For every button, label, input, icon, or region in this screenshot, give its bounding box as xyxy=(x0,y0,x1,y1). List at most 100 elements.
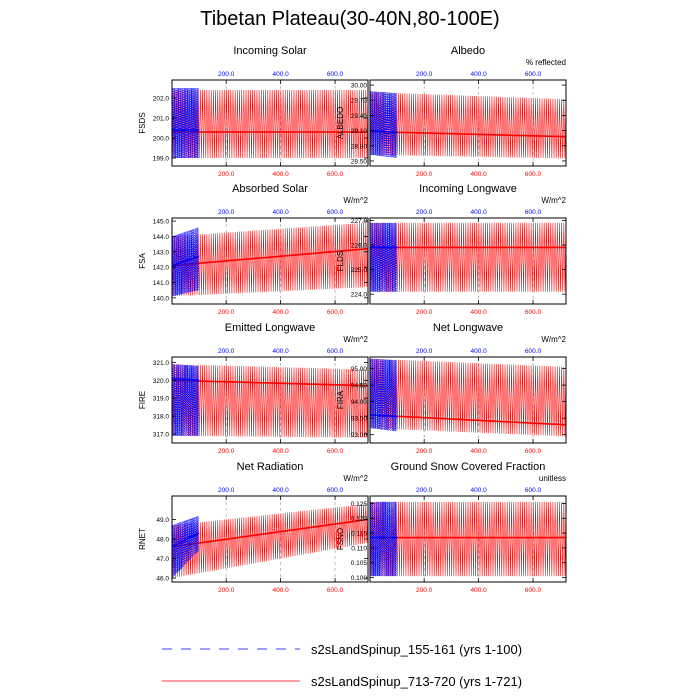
series-mean-line xyxy=(369,130,567,138)
series-line xyxy=(171,503,369,578)
legend-label: s2sLandSpinup_713-720 (yrs 1-721) xyxy=(311,674,522,689)
y-tick-label: 320.0 xyxy=(153,378,170,385)
y-tick-label: 226.0 xyxy=(351,243,368,250)
y-tick-label: 200.0 xyxy=(153,136,170,143)
series-mean-line xyxy=(171,532,200,548)
y-tick-label: 0.110 xyxy=(351,545,367,552)
plot-frame xyxy=(369,217,567,305)
units-label: W/m^2 xyxy=(541,196,566,205)
y-tick-label: 0.105 xyxy=(351,560,368,567)
plot-frame xyxy=(171,356,369,444)
y-tick-label: 141.0 xyxy=(153,280,170,287)
plot-frame xyxy=(369,495,567,583)
units-label: W/m^2 xyxy=(343,196,368,205)
y-tick-label: 93.00 xyxy=(351,432,368,439)
y-tick-label: 29.70 xyxy=(351,98,368,105)
top-tick-label: 400.0 xyxy=(470,348,487,355)
top-tick-label: 200.0 xyxy=(218,348,235,355)
y-tick-label: 94.50 xyxy=(351,383,368,390)
chart-panel: Net Radiation W/m^2 RNET 46.0 47.0 48.0 49.0 20… xyxy=(138,461,369,594)
y-tick-label: 0.115 xyxy=(351,531,367,538)
y-tick-label: 0.100 xyxy=(351,575,368,582)
y-tick-label: 46.0 xyxy=(156,576,169,583)
series-line xyxy=(369,501,397,577)
bottom-tick-label: 400.0 xyxy=(272,309,289,316)
y-tick-label: 199.0 xyxy=(153,156,170,163)
series-mean-line xyxy=(369,414,397,418)
y-axis-label: FSNO xyxy=(336,528,345,550)
y-tick-label: 319.0 xyxy=(153,396,170,403)
y-tick-label: 318.0 xyxy=(153,414,170,421)
bottom-tick-label: 400.0 xyxy=(470,448,487,455)
top-tick-label: 400.0 xyxy=(470,209,487,216)
series-mean-line xyxy=(171,518,369,548)
y-tick-label: 28.50 xyxy=(351,158,368,165)
top-tick-label: 200.0 xyxy=(416,71,433,78)
top-tick-label: 200.0 xyxy=(218,209,235,216)
top-tick-label: 400.0 xyxy=(272,209,289,216)
page-title: Tibetan Plateau(30-40N,80-100E) xyxy=(200,8,500,30)
y-tick-label: 321.0 xyxy=(153,360,170,367)
series-line xyxy=(369,358,397,432)
y-tick-label: 94.00 xyxy=(351,399,368,406)
series-line xyxy=(369,92,567,159)
series-line xyxy=(369,91,397,158)
chart-title: Net Longwave xyxy=(433,322,503,334)
y-tick-label: 30.00 xyxy=(351,83,368,90)
bottom-tick-label: 400.0 xyxy=(470,171,487,178)
y-tick-label: 224.0 xyxy=(351,292,368,299)
bottom-tick-label: 600.0 xyxy=(525,587,542,594)
y-tick-label: 143.0 xyxy=(153,249,170,256)
y-tick-label: 317.0 xyxy=(153,432,170,439)
top-tick-label: 200.0 xyxy=(218,71,235,78)
bottom-tick-label: 600.0 xyxy=(525,309,542,316)
top-tick-label: 600.0 xyxy=(327,348,344,355)
units-label: % reflected xyxy=(526,58,566,67)
legend-label: s2sLandSpinup_155-161 (yrs 1-100) xyxy=(311,642,522,657)
bottom-tick-label: 200.0 xyxy=(416,587,433,594)
bottom-tick-label: 600.0 xyxy=(327,309,344,316)
units-label: W/m^2 xyxy=(343,474,368,483)
plot-frame xyxy=(369,79,567,167)
y-tick-label: 142.0 xyxy=(153,265,170,272)
plot-frame xyxy=(171,79,369,167)
series-mean-line xyxy=(171,247,369,267)
y-tick-label: 47.0 xyxy=(156,556,169,563)
chart-title: Emitted Longwave xyxy=(225,322,316,334)
chart-title: Net Radiation xyxy=(237,461,304,473)
chart-panel: Albedo % reflected ALBEDO 28.50 28.80 29.10 29… xyxy=(336,45,567,178)
bottom-tick-label: 400.0 xyxy=(272,587,289,594)
top-tick-label: 200.0 xyxy=(416,487,433,494)
chart-title: Ground Snow Covered Fraction xyxy=(391,461,546,473)
y-tick-label: 144.0 xyxy=(153,234,170,241)
chart-title: Absorbed Solar xyxy=(232,183,308,195)
y-axis-label: FIRE xyxy=(138,391,147,409)
y-tick-label: 201.0 xyxy=(153,116,170,123)
plot-frame xyxy=(171,217,369,305)
top-tick-label: 600.0 xyxy=(327,487,344,494)
units-label: unitless xyxy=(539,474,566,483)
chart-panel: Incoming Solar FSDS 199.0 200.0 201.0 202.0 20… xyxy=(138,45,369,178)
series-line xyxy=(369,501,567,577)
y-tick-label: 29.40 xyxy=(351,113,368,120)
top-tick-label: 600.0 xyxy=(525,209,542,216)
bottom-tick-label: 200.0 xyxy=(416,309,433,316)
top-tick-label: 200.0 xyxy=(218,487,235,494)
chart-title: Incoming Solar xyxy=(233,45,307,57)
bottom-tick-label: 200.0 xyxy=(218,448,235,455)
series-mean-line xyxy=(171,255,200,267)
series-line xyxy=(369,222,397,292)
chart-panel: Emitted Longwave W/m^2 FIRE 317.0 318.0 319.0… xyxy=(138,322,369,455)
y-tick-label: 49.0 xyxy=(156,517,169,524)
bottom-tick-label: 600.0 xyxy=(327,171,344,178)
series-line xyxy=(171,515,199,578)
bottom-tick-label: 400.0 xyxy=(272,171,289,178)
y-tick-label: 28.80 xyxy=(351,143,368,150)
top-tick-label: 400.0 xyxy=(272,487,289,494)
series-mean-line xyxy=(171,377,200,382)
bottom-tick-label: 600.0 xyxy=(525,448,542,455)
bottom-tick-label: 200.0 xyxy=(218,309,235,316)
top-tick-label: 200.0 xyxy=(416,209,433,216)
